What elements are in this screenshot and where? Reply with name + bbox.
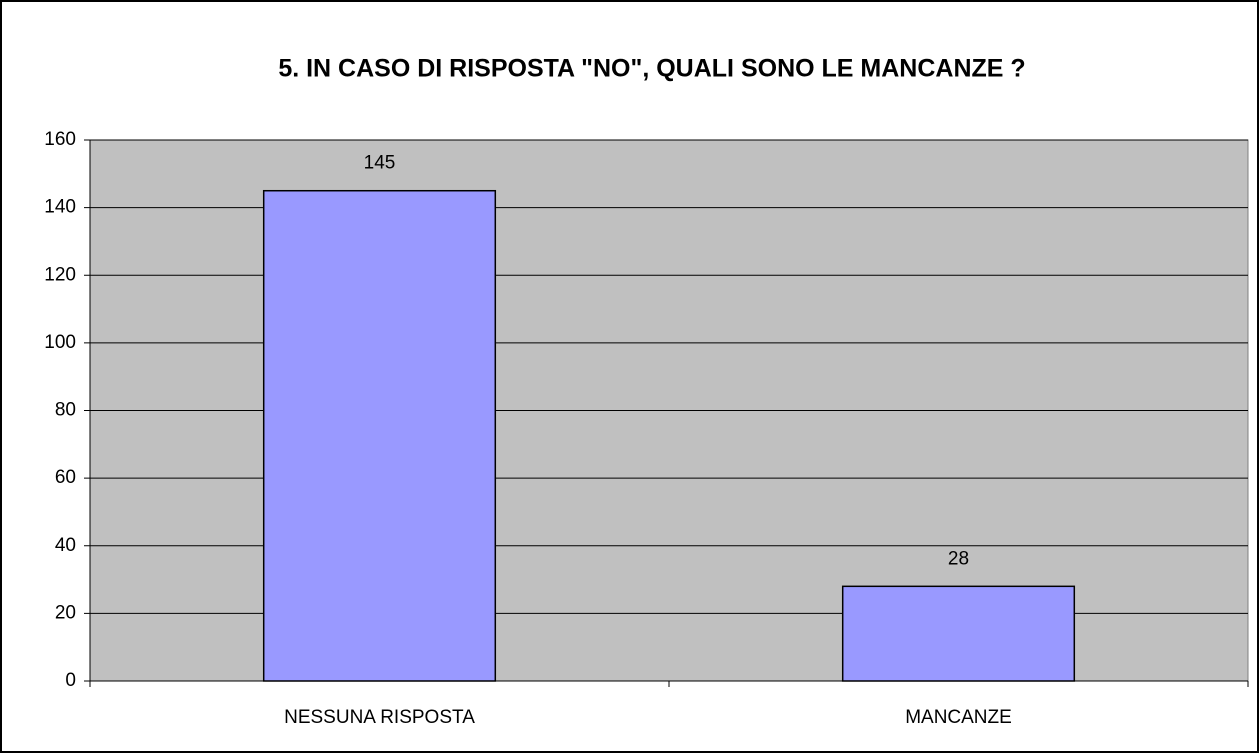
- data-label: 28: [948, 548, 969, 569]
- x-tick-label: NESSUNA RISPOSTA: [284, 707, 475, 728]
- y-tick-label: 40: [55, 535, 76, 556]
- x-tick-label: MANCANZE: [905, 707, 1012, 728]
- y-tick-label: 120: [44, 264, 76, 285]
- bar: [262, 189, 497, 682]
- bar: [841, 585, 1076, 682]
- y-tick-label: 80: [55, 400, 76, 421]
- y-tick-label: 20: [55, 602, 76, 623]
- y-tick-label: 60: [55, 467, 76, 488]
- y-tick-label: 160: [44, 129, 76, 150]
- y-tick-label: 100: [44, 332, 76, 353]
- chart-title: 5. IN CASO DI RISPOSTA "NO", QUALI SONO …: [278, 55, 1025, 83]
- y-tick-label: 140: [44, 197, 76, 218]
- y-tick-label: 0: [65, 670, 76, 691]
- data-label: 145: [364, 153, 396, 174]
